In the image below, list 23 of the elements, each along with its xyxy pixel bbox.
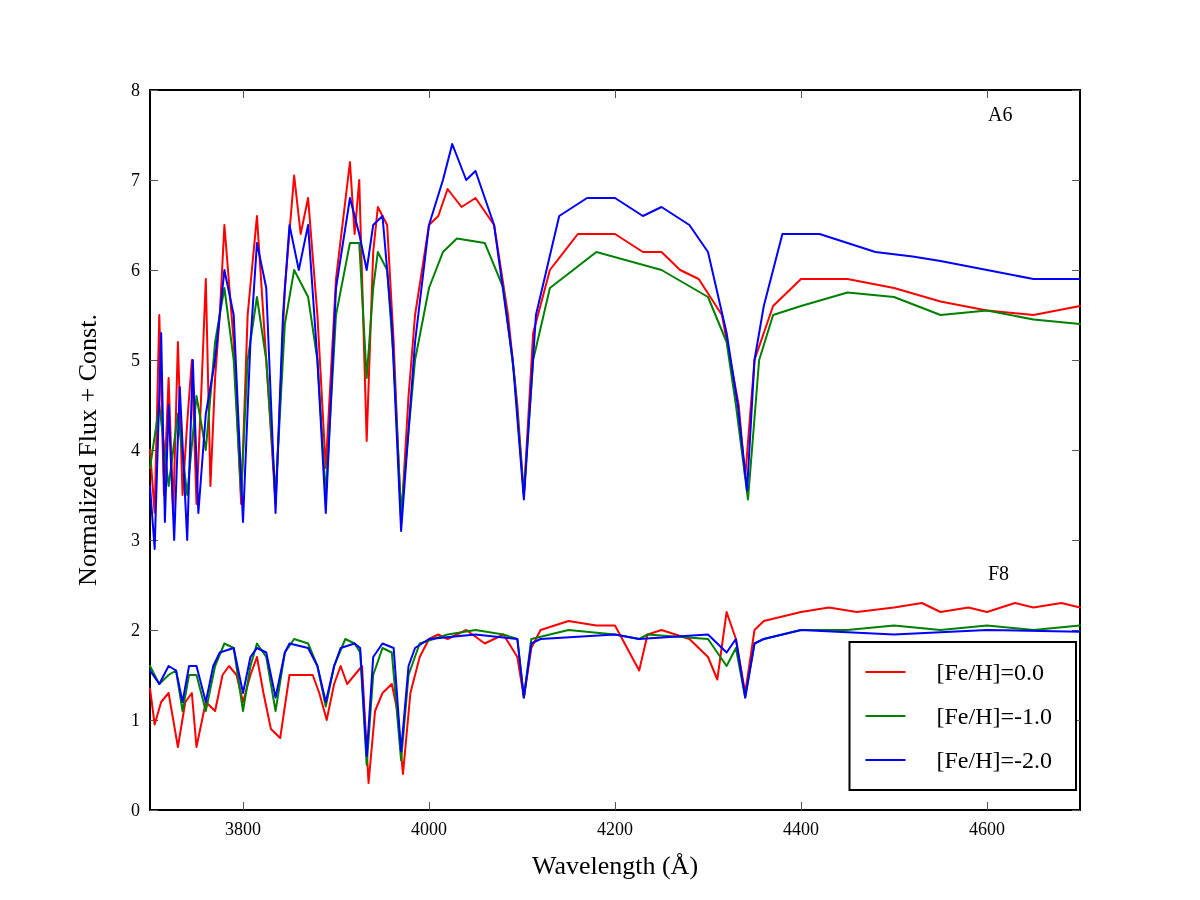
x-tick-label: 3800: [225, 819, 261, 839]
annotation: F8: [988, 562, 1010, 584]
legend-label: [Fe/H]=-1.0: [936, 703, 1052, 729]
y-tick-label: 6: [131, 260, 140, 280]
legend-label: [Fe/H]=-2.0: [936, 747, 1052, 773]
y-tick-label: 0: [131, 800, 140, 820]
x-axis-title: Wavelength (Å): [531, 850, 699, 880]
y-tick-label: 4: [131, 440, 140, 460]
y-axis-title: Normalized Flux + Const.: [72, 314, 102, 586]
legend-label: [Fe/H]=0.0: [936, 659, 1045, 685]
x-tick-label: 4400: [783, 819, 819, 839]
line-series: [149, 237, 1081, 514]
y-tick-label: 3: [131, 530, 140, 550]
y-tick-label: 7: [131, 170, 140, 190]
x-tick-label: 4000: [411, 819, 447, 839]
line-series: [149, 602, 1081, 784]
y-tick-label: 2: [131, 620, 140, 640]
x-tick-label: 4200: [597, 819, 633, 839]
annotation: A6: [988, 103, 1013, 125]
x-tick-label: 4600: [969, 819, 1005, 839]
y-tick-label: 8: [131, 80, 140, 100]
y-tick-label: 1: [131, 710, 140, 730]
y-tick-label: 5: [131, 350, 140, 370]
